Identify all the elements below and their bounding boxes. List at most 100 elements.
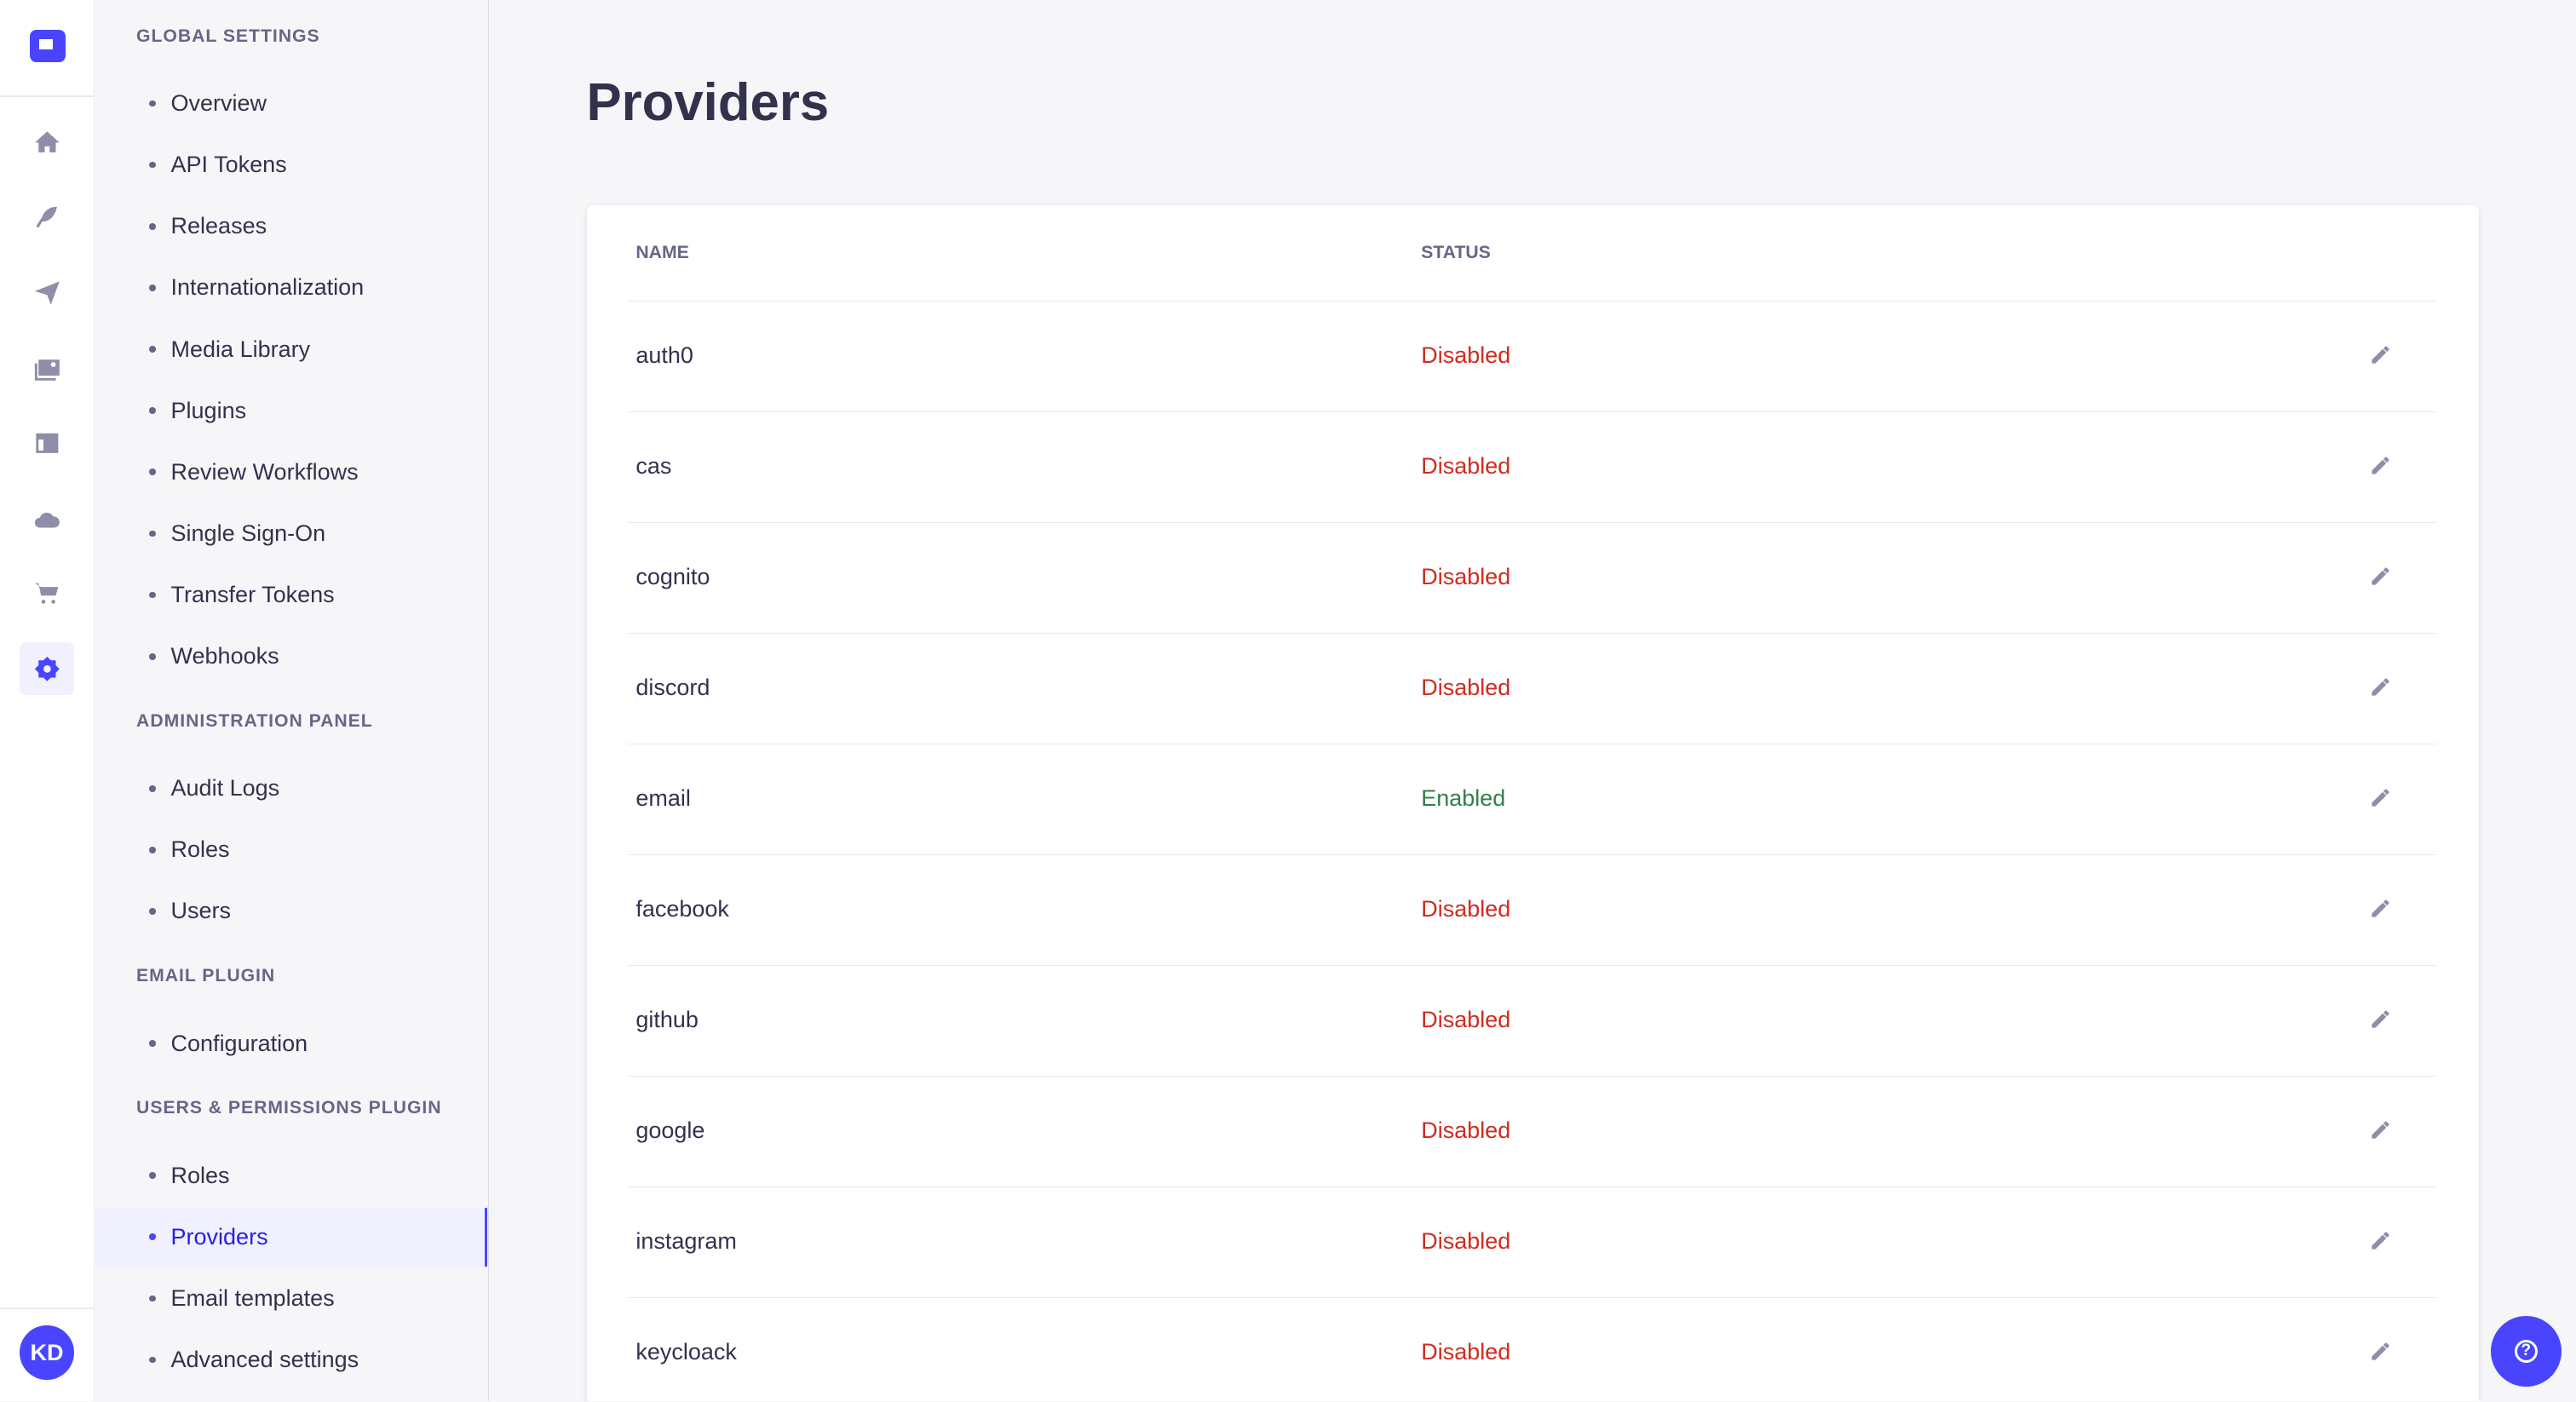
section-title: EMAIL PLUGIN [136,966,276,986]
bullet-icon [149,407,157,414]
subnav-item-roles[interactable]: Roles [95,1146,488,1204]
bullet-icon [149,652,157,660]
subnav-item-email-templates[interactable]: Email templates [95,1269,488,1328]
settings-subnav: GLOBAL SETTINGS Overview API Tokens Release… [95,0,489,1402]
nav-cart-link[interactable] [20,566,74,619]
column-header-status: STATUS [1421,243,1491,263]
pencil-icon [2372,1010,2389,1028]
feather-icon [35,206,57,228]
subnav-item-internationalization[interactable]: Internationalization [95,258,488,317]
subnav-item-configuration[interactable]: Configuration [95,1014,488,1072]
subnav-item-label: Overview [170,89,267,116]
home-icon [34,131,60,153]
pencil-icon [2372,1232,2389,1250]
table-row[interactable]: cognito Disabled [627,521,2437,633]
subnav-item-label: Email templates [170,1284,335,1311]
edit-button[interactable] [2369,453,2395,480]
edit-button[interactable] [2369,1339,2395,1365]
pencil-icon [2372,789,2389,807]
table-row[interactable]: google Disabled [627,1075,2437,1187]
bullet-icon [149,1356,157,1364]
table-row[interactable]: email Enabled [627,743,2437,854]
nav-feather-link[interactable] [20,191,74,244]
table-row[interactable]: keycloack Disabled [627,1296,2437,1401]
provider-name: discord [635,675,710,701]
pencil-icon [2372,678,2389,696]
subnav-item-media-library[interactable]: Media Library [95,319,488,378]
subnav-item-label: Roles [170,1162,230,1188]
question-icon: ? [2514,1339,2538,1363]
edit-button[interactable] [2369,785,2395,812]
providers-table: NAME STATUS auth0 Disabled cas Disabled … [586,205,2480,1402]
provider-name: cognito [635,564,710,590]
subnav-item-label: Advanced settings [170,1346,359,1372]
provider-name: github [635,1007,699,1033]
help-button[interactable]: ? [2490,1315,2562,1387]
table-row[interactable]: instagram Disabled [627,1186,2437,1297]
table-row[interactable]: facebook Disabled [627,853,2437,965]
edit-button[interactable] [2369,1228,2395,1255]
subnav-item-plugins[interactable]: Plugins [95,381,488,440]
subnav-item-api-tokens[interactable]: API Tokens [95,135,488,194]
nav-home-link[interactable] [20,117,74,170]
edit-button[interactable] [2369,896,2395,922]
table-row[interactable]: auth0 Disabled [627,300,2437,411]
divider [0,1307,94,1310]
subnav-item-label: API Tokens [170,152,287,178]
provider-name: instagram [635,1228,737,1255]
nav-images-link[interactable] [20,342,74,394]
table-row[interactable]: github Disabled [627,964,2437,1076]
edit-button[interactable] [2369,1118,2395,1144]
subnav-item-users[interactable]: Users [95,882,488,940]
table-row[interactable]: discord Disabled [627,632,2437,744]
subnav-item-webhooks[interactable]: Webhooks [95,627,488,686]
bullet-icon [149,1172,157,1179]
logo[interactable] [29,29,66,63]
subnav-item-releases[interactable]: Releases [95,197,488,256]
subnav-item-label: Roles [170,836,230,863]
bullet-icon [149,1040,157,1047]
status-badge: Disabled [1421,1007,1511,1033]
subnav-item-providers[interactable]: Providers [95,1207,487,1267]
subnav-item-label: Internationalization [170,274,365,301]
column-header-name: NAME [635,243,689,263]
subnav-item-single-sign-on[interactable]: Single Sign-On [95,504,488,563]
bullet-icon [149,100,157,107]
nav-gear-link[interactable] [20,642,74,695]
edit-button[interactable] [2369,564,2395,590]
subnav-item-transfer-tokens[interactable]: Transfer Tokens [95,566,488,624]
table-row[interactable]: cas Disabled [627,411,2437,522]
subnav-item-overview[interactable]: Overview [95,74,488,133]
status-badge: Disabled [1421,675,1511,701]
status-badge: Disabled [1421,564,1511,590]
bullet-icon [149,284,157,291]
nav-cloud-link[interactable] [20,493,74,546]
pencil-icon [2372,346,2389,364]
cart-icon [34,583,58,604]
status-badge: Enabled [1421,785,1506,812]
divider [0,95,94,97]
provider-name: cas [635,453,672,480]
edit-button[interactable] [2369,342,2395,369]
subnav-item-label: Providers [170,1223,268,1250]
edit-button[interactable] [2369,1007,2395,1033]
bullet-icon [149,784,157,792]
subnav-item-roles[interactable]: Roles [95,820,488,879]
bullet-icon [149,161,157,169]
bullet-icon [149,530,157,537]
provider-name: auth0 [635,342,693,369]
subnav-item-advanced-settings[interactable]: Advanced settings [95,1330,488,1389]
avatar[interactable]: KD [20,1325,74,1381]
nav-paper-plane-link[interactable] [20,266,74,319]
bullet-icon [149,468,157,476]
edit-button[interactable] [2369,675,2395,701]
provider-name: keycloack [635,1339,737,1365]
subnav-item-audit-logs[interactable]: Audit Logs [95,759,488,818]
subnav-item-label: Review Workflows [170,458,359,485]
bullet-icon [149,346,157,353]
nav-layout-link[interactable] [20,417,74,470]
subnav-item-label: Releases [170,213,267,239]
subnav-item-review-workflows[interactable]: Review Workflows [95,443,488,502]
subnav-item-label: Transfer Tokens [170,582,335,608]
bullet-icon [149,1233,157,1241]
